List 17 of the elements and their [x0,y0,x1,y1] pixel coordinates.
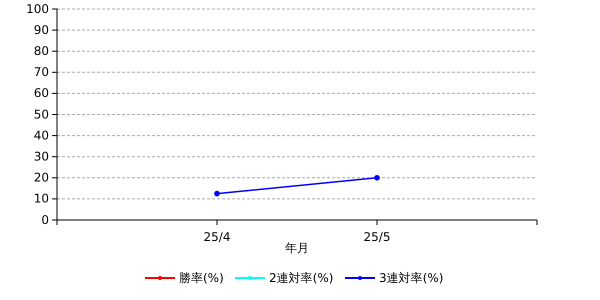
legend-label: 勝率(%) [179,271,224,286]
x-tick-label: 25/4 [204,230,230,244]
x-tick-label: 25/5 [364,230,390,244]
y-tick-label: 70 [34,65,49,80]
y-tick-label: 10 [34,192,49,206]
x-axis-title: 年月 [285,241,309,255]
y-tick-label: 40 [34,128,49,142]
y-tick-label: 90 [34,22,49,37]
legend-label: 3連対率(%) [379,271,444,286]
y-tick-label: 60 [34,86,49,100]
y-tick-label: 30 [34,150,49,164]
y-tick-label: 0 [41,212,49,227]
y-tick-label: 20 [34,170,49,185]
legend-label: 2連対率(%) [269,271,334,286]
y-tick-label: 50 [34,107,49,122]
y-tick-label: 100 [26,2,49,16]
y-tick-label: 80 [34,44,49,58]
